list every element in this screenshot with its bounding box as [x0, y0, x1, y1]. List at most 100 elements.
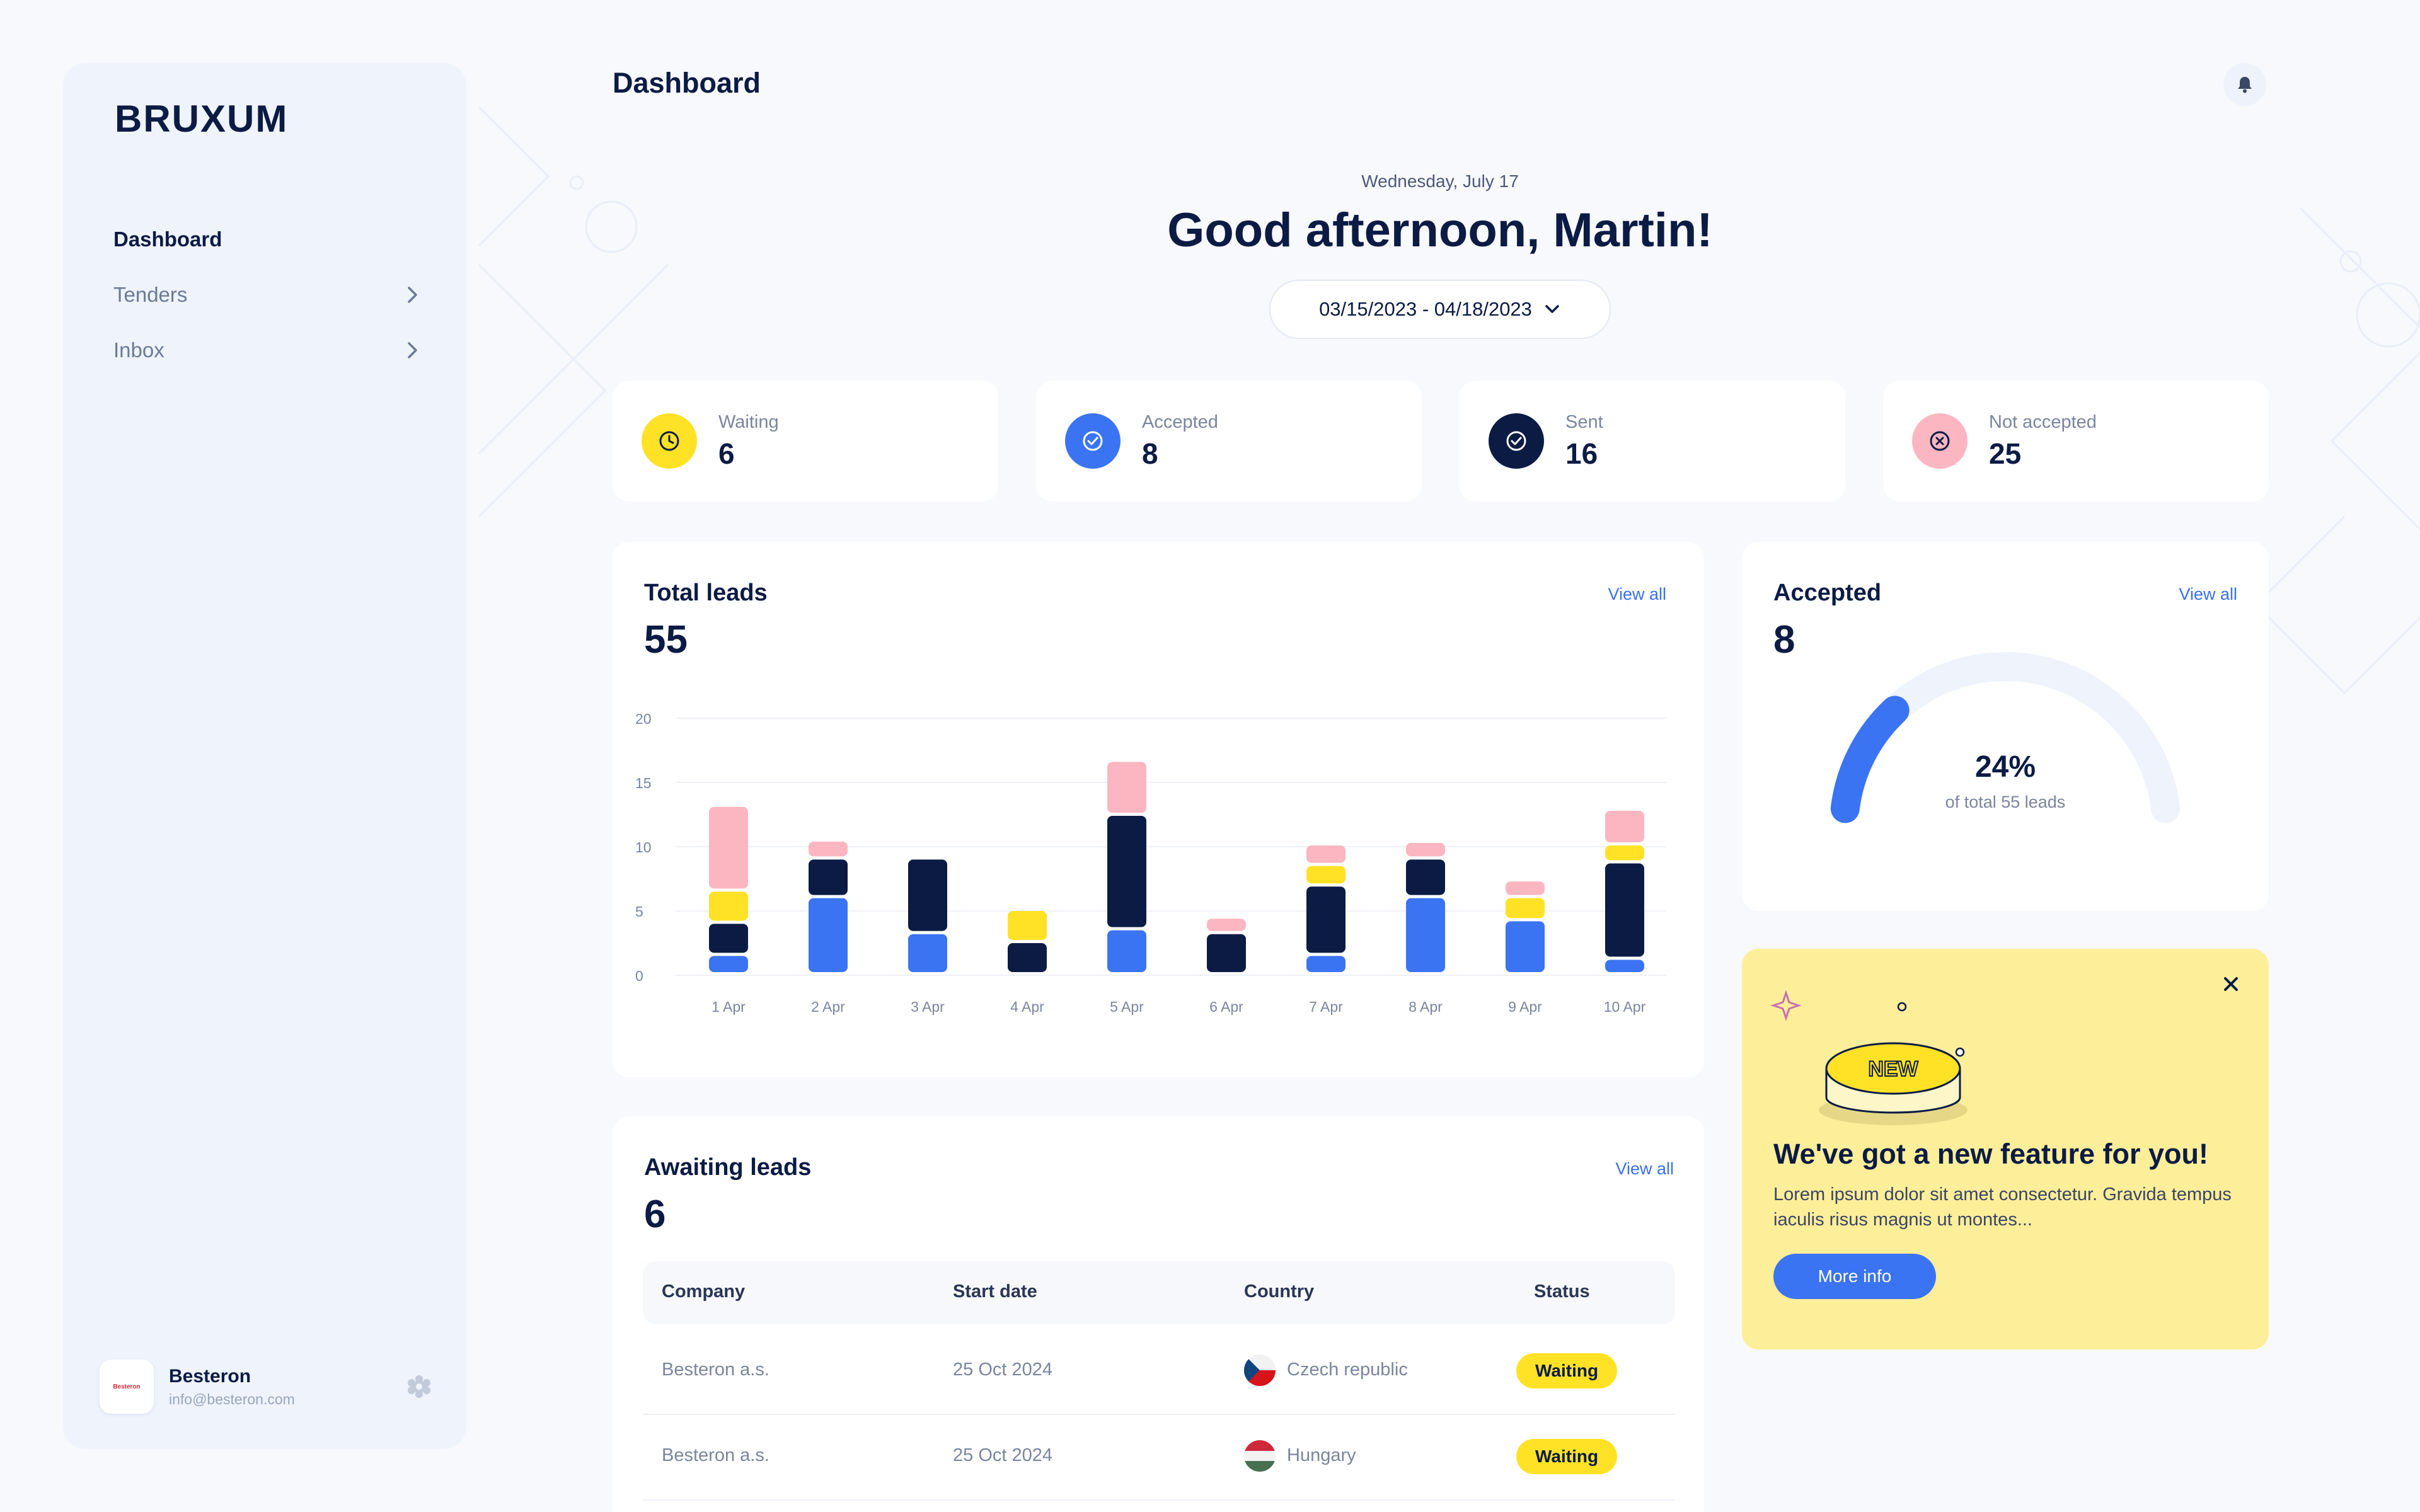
close-icon[interactable]	[2218, 971, 2244, 997]
status-badge: Waiting	[1516, 1353, 1618, 1389]
chevron-right-icon	[403, 341, 422, 360]
total-leads-bar-chart: 0 5 10 15 20 1 Apr 2 Apr 3 Apr 4 Apr 5 Apr 6 Apr 7 …	[635, 711, 1666, 1015]
x-tick-label: 7 Apr	[1309, 999, 1343, 1015]
accepted-gauge	[1830, 652, 2181, 823]
bar-segment[interactable]	[1107, 762, 1146, 813]
sidebar-item-label: Inbox	[113, 338, 164, 362]
view-all-link[interactable]: View all	[1615, 1159, 1674, 1178]
y-tick-label: 10	[635, 839, 652, 856]
bar-segment[interactable]	[1207, 934, 1246, 972]
x-tick-label: 4 Apr	[1010, 999, 1044, 1015]
column-header-start-date[interactable]: Start date	[953, 1281, 1037, 1302]
date-range-picker[interactable]: 03/15/2023 - 04/18/2023	[1269, 280, 1611, 339]
view-all-link[interactable]: View all	[1608, 585, 1666, 604]
check-icon	[1489, 413, 1544, 469]
page-title: Dashboard	[613, 67, 761, 99]
sidebar: BRUXUM Dashboard Tenders Inbox Besteron …	[63, 63, 466, 1449]
stat-card-not-accepted[interactable]: Not accepted 25	[1883, 381, 2269, 501]
notification-bell-icon[interactable]	[2223, 63, 2266, 106]
bar-segment[interactable]	[1306, 845, 1345, 863]
card-value: 8	[1773, 618, 1795, 662]
column-header-country[interactable]: Country	[1244, 1281, 1315, 1302]
bar-segment[interactable]	[1107, 816, 1146, 927]
bar-segment[interactable]	[709, 956, 748, 972]
x-icon	[1912, 413, 1968, 469]
bar-segment[interactable]	[1306, 956, 1345, 972]
date-range-value: 03/15/2023 - 04/18/2023	[1319, 298, 1532, 320]
bar-segment[interactable]	[1506, 898, 1545, 919]
bar-segment[interactable]	[809, 859, 848, 895]
column-header-status[interactable]: Status	[1534, 1281, 1590, 1302]
gauge-percent: 24%	[1974, 750, 2036, 784]
stat-card-sent[interactable]: Sent 16	[1460, 381, 1845, 501]
table-row[interactable]: Besteron a.s. 25 Oct 2024 Czech republic…	[643, 1331, 1675, 1415]
stat-label: Not accepted	[1989, 411, 2097, 432]
bar-segment[interactable]	[709, 891, 748, 921]
stat-label: Accepted	[1142, 411, 1218, 432]
clock-icon	[642, 413, 697, 469]
brand-logo[interactable]: BRUXUM	[115, 98, 289, 140]
sidebar-item-label: Dashboard	[113, 227, 222, 251]
greeting-heading: Good afternoon, Martin!	[1167, 203, 1713, 257]
accepted-card: Accepted 8 View all 24% of total 55 lead…	[1742, 542, 2269, 911]
card-value: 55	[644, 618, 688, 662]
user-email: info@besteron.com	[169, 1390, 295, 1407]
sidebar-item-tenders[interactable]: Tenders	[113, 267, 422, 323]
bar-segment[interactable]	[1406, 859, 1445, 895]
bar-segment[interactable]	[1008, 911, 1047, 940]
x-tick-label: 3 Apr	[911, 999, 945, 1015]
bar-segment[interactable]	[809, 898, 848, 972]
x-tick-label: 5 Apr	[1110, 999, 1144, 1015]
stat-card-accepted[interactable]: Accepted 8	[1036, 381, 1422, 501]
x-tick-label: 9 Apr	[1508, 999, 1542, 1015]
bar-segment[interactable]	[1306, 866, 1345, 884]
stat-value: 25	[1989, 437, 2022, 470]
bar-segment[interactable]	[1506, 921, 1545, 972]
bar-segment[interactable]	[908, 934, 947, 972]
bar-segment[interactable]	[1107, 930, 1146, 972]
user-profile[interactable]: Besteron Besteron info@besteron.com	[100, 1360, 434, 1414]
bar-segment[interactable]	[908, 859, 947, 931]
view-all-link[interactable]: View all	[2179, 585, 2237, 604]
y-tick-label: 15	[635, 775, 652, 791]
total-leads-card: Total leads 55 View all 0 5 10 15 20 1 Apr 2 A…	[613, 542, 1704, 1077]
bar-segment[interactable]	[1506, 881, 1545, 895]
stat-label: Waiting	[718, 411, 779, 432]
x-tick-label: 6 Apr	[1209, 999, 1243, 1015]
bar-segment[interactable]	[809, 841, 848, 857]
bar-segment[interactable]	[1008, 943, 1047, 972]
bar-segment[interactable]	[1605, 810, 1644, 842]
x-tick-label: 10 Apr	[1604, 999, 1646, 1015]
company-logo: Besteron	[100, 1360, 154, 1414]
bar-segment[interactable]	[709, 924, 748, 953]
new-feature-promo: NEW We've got a new feature for you! Lor…	[1742, 949, 2269, 1349]
promo-title: We've got a new feature for you!	[1773, 1138, 2208, 1170]
czech-flag-icon	[1244, 1354, 1276, 1386]
sidebar-item-inbox[interactable]: Inbox	[113, 323, 422, 378]
column-header-company[interactable]: Company	[662, 1281, 746, 1302]
table-header: Company Start date Country Status	[643, 1261, 1675, 1324]
more-info-button[interactable]: More info	[1773, 1254, 1936, 1299]
table-row[interactable]: Besteron a.s. 25 Oct 2024 Hungary Waitin…	[643, 1416, 1675, 1501]
chevron-right-icon	[403, 285, 422, 304]
bar-segment[interactable]	[1207, 919, 1246, 931]
bar-segment[interactable]	[1605, 845, 1644, 861]
bar-segment[interactable]	[709, 806, 748, 889]
sidebar-item-dashboard[interactable]: Dashboard	[113, 212, 422, 267]
bar-segment[interactable]	[1406, 842, 1445, 857]
sidebar-item-label: Tenders	[113, 283, 188, 306]
y-tick-label: 20	[635, 711, 652, 727]
bar-segment[interactable]	[1605, 959, 1644, 972]
gauge-fill	[1830, 696, 1910, 823]
start-date-cell: 25 Oct 2024	[953, 1360, 1052, 1380]
stat-card-waiting[interactable]: Waiting 6	[613, 381, 998, 501]
new-badge-illustration: NEW	[1770, 990, 1968, 1125]
gauge-subtitle: of total 55 leads	[1945, 793, 2066, 811]
bar-segment[interactable]	[1306, 886, 1345, 953]
hungary-flag-icon	[1244, 1440, 1276, 1472]
x-tick-label: 2 Apr	[811, 999, 845, 1015]
bar-segment[interactable]	[1406, 898, 1445, 972]
gear-icon[interactable]	[405, 1372, 434, 1401]
gauge-track	[1830, 652, 2181, 823]
bar-segment[interactable]	[1605, 863, 1644, 957]
